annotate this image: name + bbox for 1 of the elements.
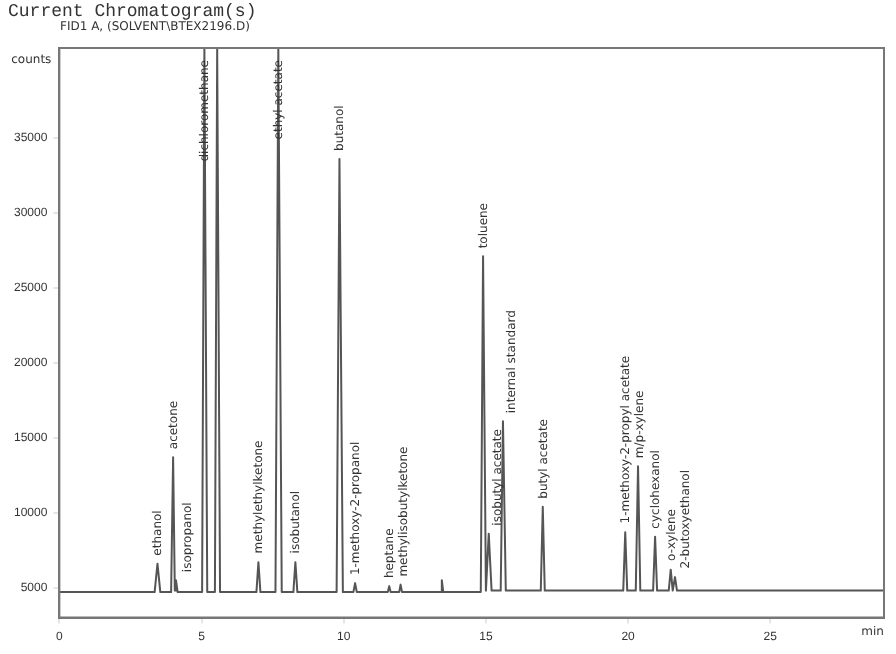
- chart-title: Current Chromatogram(s): [8, 2, 257, 22]
